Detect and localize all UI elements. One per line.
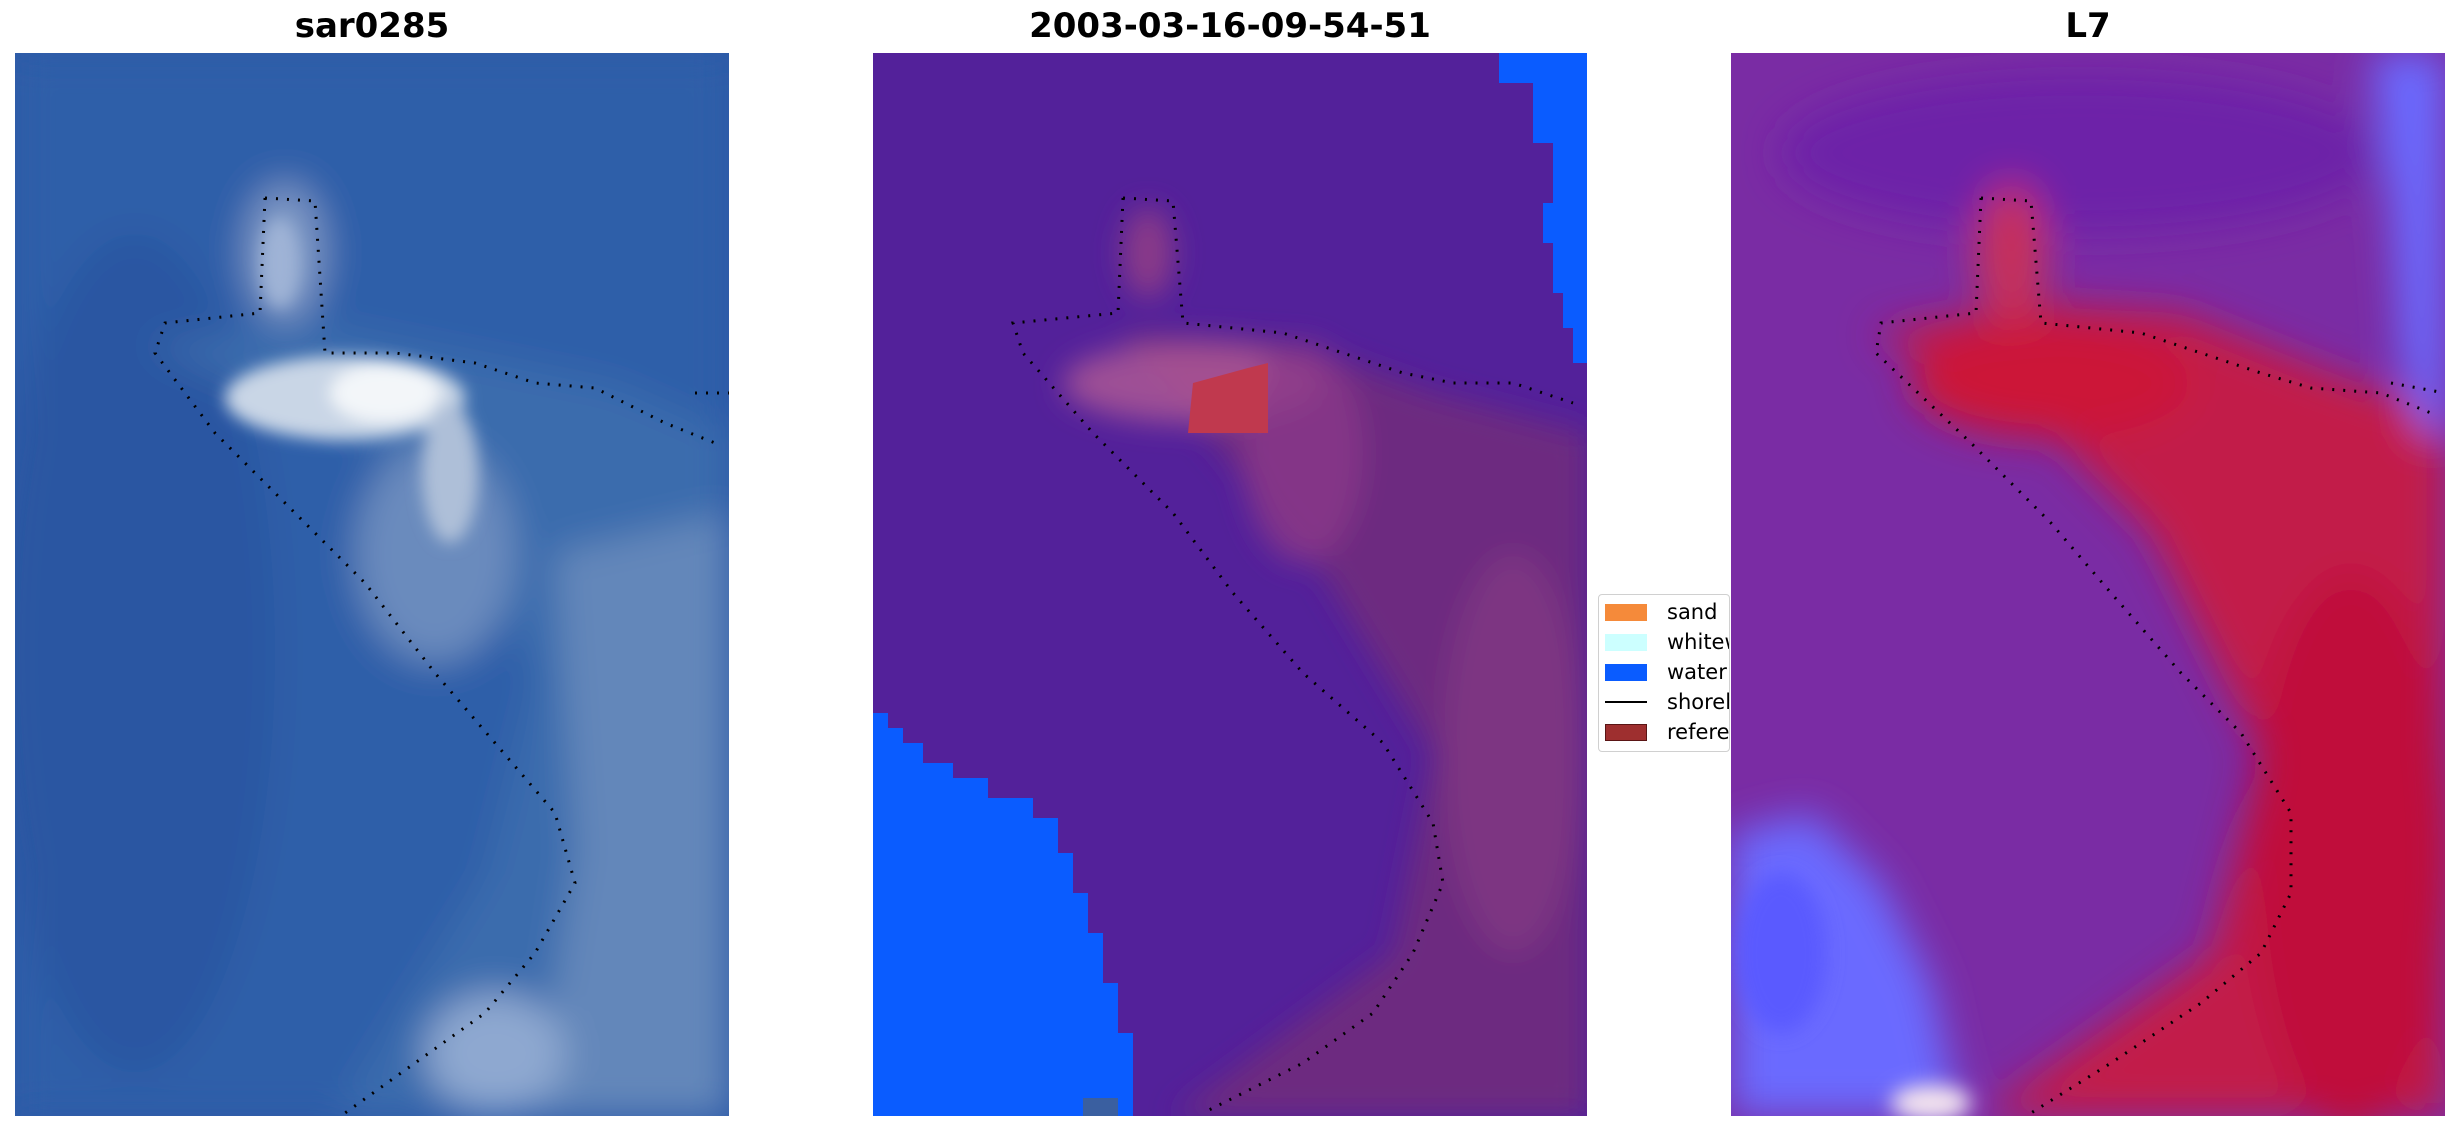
water-swatch [1605,663,1647,681]
sand-swatch [1605,603,1647,621]
reference-shoreline-region [1188,363,1268,433]
classification-image [873,53,1587,1116]
legend-label-reference-shoreline: reference shoreline [1667,720,1730,744]
shoreline-line-swatch [1605,701,1647,703]
classification-panel [873,53,1587,1116]
water-class-region [873,713,1133,1116]
legend-item-water: water [1605,659,1727,685]
panel-title-index: L7 [2065,6,2111,46]
index-image [1731,53,2445,1116]
index-image-panel [1731,53,2445,1116]
legend-item-reference-shoreline: reference shoreline [1605,719,1730,745]
legend-label-water: water [1667,660,1727,684]
panel-title-rgb: sar0285 [294,6,450,46]
legend-label-shoreline: shoreline [1667,690,1730,714]
rgb-image [15,53,729,1116]
reference-shoreline-swatch [1605,723,1647,741]
whitewater-swatch [1605,633,1647,651]
legend-label-sand: sand [1667,600,1718,624]
panel-title-classification: 2003-03-16-09-54-51 [1029,6,1431,46]
shoreline-overlay [264,196,729,445]
rgb-image-panel [15,53,729,1116]
legend-item-sand: sand [1605,599,1717,625]
legend-item-shoreline: shoreline [1605,689,1730,715]
